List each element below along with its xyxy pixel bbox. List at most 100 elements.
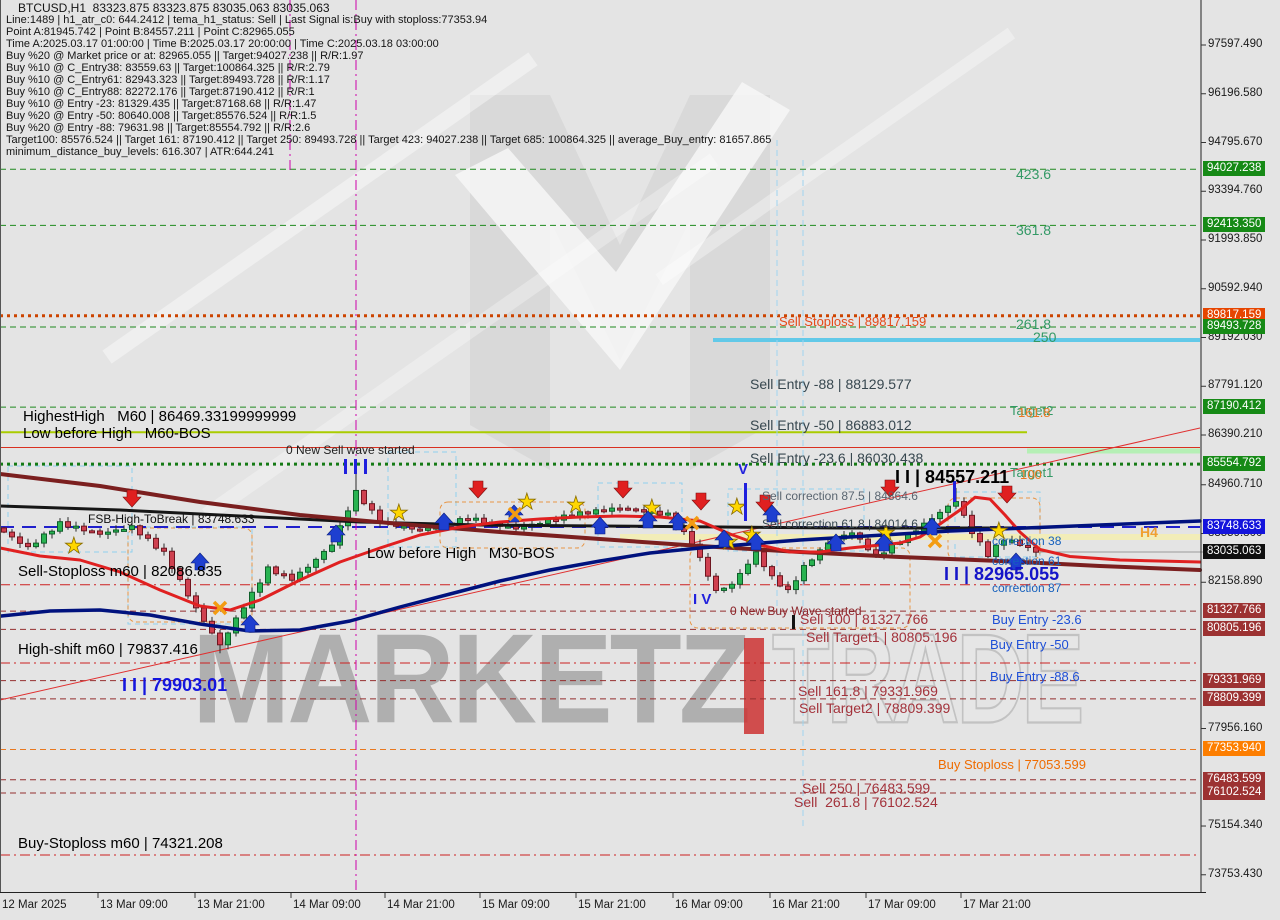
wave-tick	[953, 481, 956, 502]
candle-body	[41, 533, 47, 544]
annotation-100: 100	[1020, 467, 1042, 482]
price-axis-label: 73753.430	[1208, 867, 1263, 880]
candle-body	[9, 531, 15, 538]
candle-body	[1009, 539, 1015, 543]
candle-body	[865, 538, 871, 551]
time-axis-label: 14 Mar 09:00	[293, 899, 361, 911]
header-info-line: Buy %20 @ Market price or at: 82965.055 …	[6, 50, 364, 62]
candle-body	[721, 587, 727, 591]
exit-cross-icon	[927, 533, 943, 549]
candle-body	[761, 551, 767, 568]
sell-arrow-icon	[468, 480, 488, 499]
star-marker-icon: ★	[566, 493, 586, 518]
time-axis-label: 12 Mar 2025	[2, 899, 67, 911]
price-axis-label: 93394.760	[1208, 184, 1263, 197]
annotation-sell-stoploss-89817.159: Sell Stoploss | 89817.159	[779, 314, 927, 329]
candle-body	[169, 550, 175, 570]
buy-arrow-icon	[746, 532, 766, 551]
annotation-h4: H4	[1140, 524, 1158, 540]
price-level-badge: 83748.633	[1203, 518, 1266, 534]
candle-body	[233, 617, 239, 634]
candle-body	[641, 509, 647, 513]
candle-body	[321, 550, 327, 560]
candle-body	[793, 580, 799, 591]
annotation-i-i-79903.01: I I | 79903.01	[122, 675, 228, 695]
buy-arrow-icon	[874, 533, 894, 552]
wave-tick	[744, 483, 747, 521]
candle-body	[225, 632, 231, 646]
candle-body	[25, 542, 31, 548]
candle-body	[753, 551, 759, 565]
candle-body	[281, 573, 287, 577]
wave-box	[597, 482, 683, 548]
sell-arrow-icon	[691, 492, 711, 511]
annotation-161.8: 161.8	[1018, 405, 1051, 420]
buy-arrow-icon	[638, 510, 658, 529]
candle-body	[17, 536, 23, 544]
price-axis-label: 96196.580	[1208, 86, 1263, 99]
time-axis-label: 15 Mar 09:00	[482, 899, 550, 911]
annotation-v: V	[738, 461, 749, 478]
candle-body	[1001, 540, 1007, 546]
watermark-divider-bar	[744, 638, 764, 734]
annotation-sell-161.8-79331.969: Sell 161.8 | 79331.969	[798, 683, 938, 699]
sell-arrow-icon	[880, 479, 900, 498]
watermark-trade: TRADE	[771, 607, 1085, 752]
candle-body	[89, 530, 95, 534]
price-axis-label: 94795.670	[1208, 135, 1263, 148]
candle-body	[729, 583, 735, 589]
candle-body	[265, 566, 271, 584]
candle-body	[953, 501, 959, 507]
candle-body	[33, 542, 39, 548]
time-axis-label: 16 Mar 21:00	[772, 899, 840, 911]
candle-body	[785, 585, 791, 591]
candle-body	[153, 537, 159, 549]
buy-arrow-icon	[190, 552, 210, 571]
time-axis-label: 15 Mar 21:00	[578, 899, 646, 911]
candle-body	[273, 566, 279, 575]
candle-body	[65, 521, 71, 528]
annotation-high-shift-m60-79837.416: High-shift m60 | 79837.416	[18, 641, 198, 658]
candle-body	[801, 564, 807, 582]
annotation-buy-entry-23.6: Buy Entry -23.6	[992, 612, 1082, 627]
price-level-badge: 87190.412	[1203, 399, 1266, 415]
annotation-buy-stoploss-77053.599: Buy Stoploss | 77053.599	[938, 757, 1086, 772]
annotation-i-i-84557.211: I I | 84557.211	[895, 467, 1010, 487]
candle-body	[617, 507, 623, 511]
annotation-sell-correction-87.5-84864.6: Sell correction 87.5 | 84864.6	[762, 489, 918, 503]
annotation-correction-38: correction 38	[992, 534, 1062, 548]
candle-body	[417, 528, 423, 532]
annotation-i-v: I V	[693, 591, 712, 608]
time-axis-label: 13 Mar 21:00	[197, 899, 265, 911]
star-marker-icon: ★	[727, 495, 747, 520]
candle-body	[121, 528, 127, 532]
candle-body	[625, 507, 631, 511]
candle-body	[97, 530, 103, 535]
star-marker-icon: ★	[989, 519, 1009, 544]
candle-body	[105, 531, 111, 535]
candle-body	[289, 573, 295, 581]
time-axis-label: 14 Mar 21:00	[387, 899, 455, 911]
price-level-badge: 76102.524	[1203, 785, 1266, 801]
header-info-line: Line:1489 | h1_atr_c0: 644.2412 | tema_h…	[6, 14, 488, 26]
annotation-sell-250-76483.599: Sell 250 | 76483.599	[802, 780, 931, 796]
candle-body	[257, 582, 263, 593]
price-level-badge: 80805.196	[1203, 621, 1266, 637]
price-level-badge: 79331.969	[1203, 672, 1266, 688]
annotation-buy-entry-88.6: Buy Entry -88.6	[990, 669, 1080, 684]
ma-red-fast	[0, 495, 1202, 612]
annotation-0-new-sell-wave-started: 0 New Sell wave started	[286, 443, 415, 457]
candle-body	[305, 566, 311, 573]
candle-body	[1025, 544, 1031, 548]
price-axis-label: 90592.940	[1208, 281, 1263, 294]
time-axis-label: 13 Mar 09:00	[100, 899, 168, 911]
price-axis-label: 75154.340	[1208, 819, 1263, 832]
wave-box	[127, 526, 253, 625]
star-marker-icon: ★	[64, 534, 84, 559]
candle-body	[553, 519, 559, 523]
candle-body	[241, 607, 247, 619]
wave-tick	[792, 615, 795, 629]
annotation-423.6: 423.6	[1016, 166, 1052, 182]
